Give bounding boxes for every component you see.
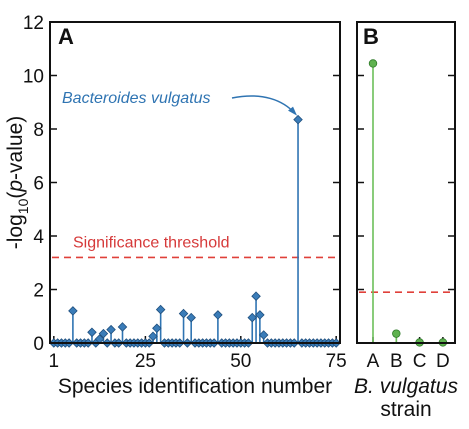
species-point	[258, 330, 269, 340]
x-axis-title: Species identification number	[58, 375, 332, 398]
x-tick-label: 1	[49, 351, 60, 372]
panel-b-frame	[356, 21, 456, 344]
y-tick-label: 8	[33, 120, 44, 141]
y-tick-label: 10	[23, 67, 44, 88]
species-point	[247, 312, 258, 323]
strain-axis-title-strain: strain	[380, 398, 431, 421]
y-axis-title-prefix: -log	[4, 214, 27, 249]
strain-x-tick-label: D	[436, 351, 450, 372]
bacteroides-vulgatus-annotation: Bacteroides vulgatus	[62, 90, 211, 107]
y-tick-label: 6	[33, 174, 44, 195]
y-tick-label: 4	[33, 227, 44, 248]
x-tick-label: 75	[326, 351, 347, 372]
annotation-arrow	[231, 95, 296, 115]
panel-a-frame	[49, 21, 341, 344]
strain-axis-title-species: B. vulgatus	[354, 375, 458, 398]
y-tick-label: 0	[33, 334, 44, 355]
species-point	[178, 308, 189, 319]
species-point	[255, 310, 265, 320]
species-point	[213, 310, 223, 320]
significance-threshold-label: Significance threshold	[73, 234, 230, 251]
panel-b-label: B	[363, 24, 379, 49]
y-axis-title-open: (	[4, 192, 27, 199]
y-tick-label: 2	[33, 281, 44, 302]
annotation-arrowhead	[288, 106, 298, 116]
strain-x-tick-label: B	[390, 351, 403, 372]
strain-point	[368, 59, 378, 68]
species-point	[106, 324, 116, 335]
species-point	[186, 312, 196, 323]
species-point	[155, 304, 166, 315]
x-tick-label: 25	[135, 351, 156, 372]
y-tick-label: 12	[23, 13, 44, 34]
species-point	[98, 328, 109, 339]
species-point	[148, 331, 158, 342]
species-point	[293, 114, 303, 125]
species-point	[68, 306, 78, 316]
species-point	[251, 291, 261, 301]
y-axis-title-subscript: 10	[15, 198, 31, 214]
y-axis-title: -log10(p-value)	[4, 116, 31, 250]
x-tick-label: 50	[230, 351, 251, 372]
y-axis-title-p: p	[4, 180, 27, 193]
panel-a: A Bacteroides vulgatus Significance thre…	[4, 13, 347, 398]
strain-x-tick-label: C	[413, 351, 427, 372]
species-point	[152, 323, 162, 334]
species-point	[117, 322, 128, 332]
strain-point	[392, 329, 401, 338]
species-point	[87, 327, 97, 338]
strain-x-tick-label: A	[367, 351, 380, 372]
panel-a-label: A	[58, 24, 74, 49]
y-axis-title-suffix: -value)	[4, 116, 27, 180]
